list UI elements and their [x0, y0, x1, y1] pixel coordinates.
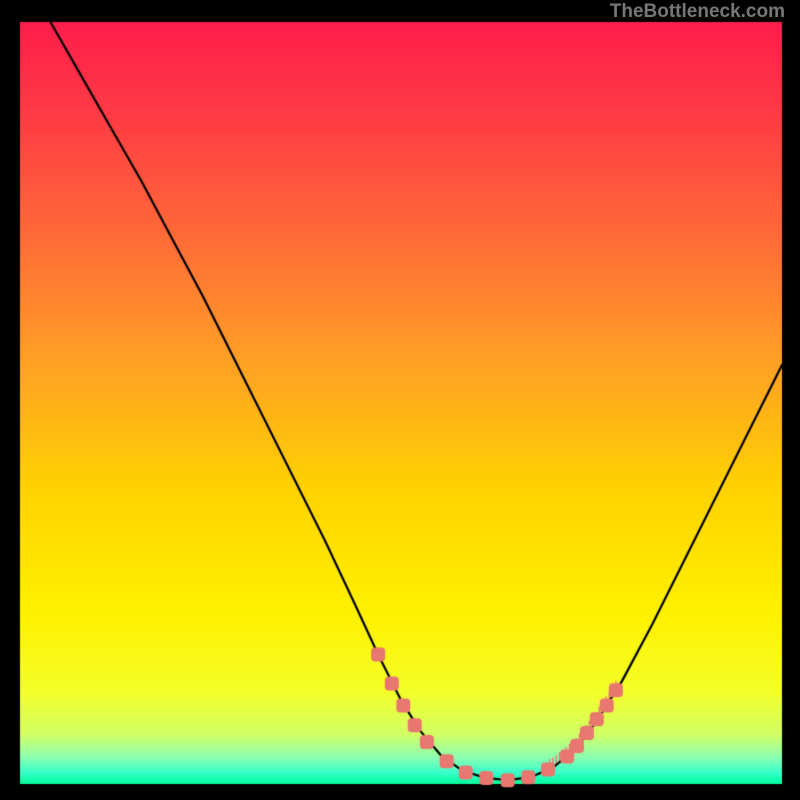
stage: TheBottleneck.com	[0, 0, 800, 800]
watermark-text: TheBottleneck.com	[610, 1, 785, 23]
bottleneck-curve-chart	[0, 0, 800, 800]
